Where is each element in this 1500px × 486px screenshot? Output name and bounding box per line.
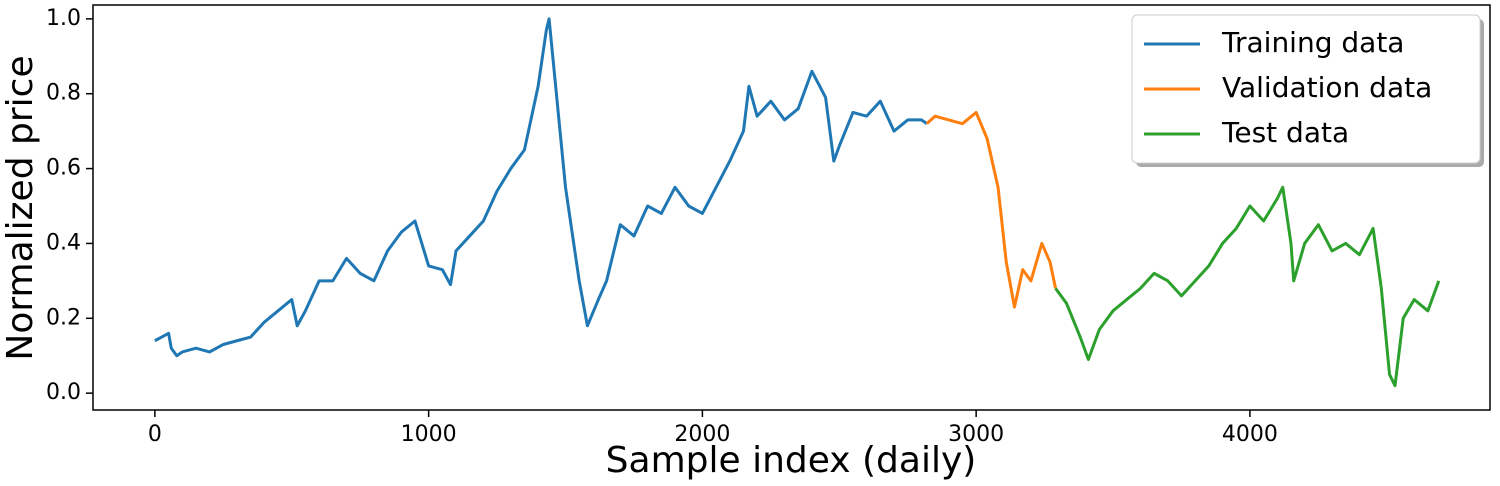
- x-tick-label: 0: [148, 422, 162, 447]
- y-tick-label: 1.0: [46, 6, 81, 31]
- x-tick-label: 2000: [674, 422, 730, 447]
- y-tick-label: 0.2: [46, 305, 81, 330]
- legend-label: Validation data: [1222, 71, 1432, 104]
- data-line: [925, 110, 1058, 309]
- plot-frame: [92, 4, 1491, 411]
- y-tick-label: 0.8: [46, 81, 81, 106]
- x-axis-label: Sample index (daily): [606, 440, 977, 481]
- x-tick-label: 3000: [948, 422, 1004, 447]
- y-tick-label: 0.4: [46, 230, 81, 255]
- y-tick-label: 0.6: [46, 156, 81, 181]
- legend-box: [1131, 14, 1481, 164]
- x-tick-label: 4000: [1222, 422, 1278, 447]
- y-tick-label: 0.0: [46, 380, 81, 405]
- legend: Training data Validation data Test data: [1131, 14, 1484, 167]
- data-line: [154, 17, 928, 358]
- x-tick-label: 1000: [401, 422, 457, 447]
- legend-label: Training data: [1221, 26, 1404, 59]
- legend-label: Test data: [1221, 116, 1349, 149]
- y-axis-label: Normalized price: [0, 55, 41, 360]
- data-line: [1054, 185, 1441, 388]
